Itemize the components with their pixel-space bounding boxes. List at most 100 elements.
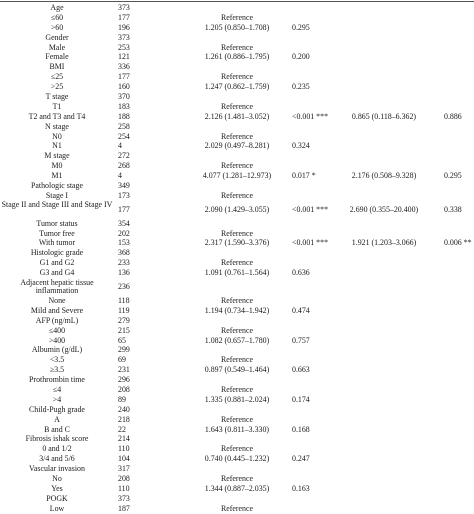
row-label: ≤60	[50, 12, 64, 22]
cell-n: 121	[118, 52, 130, 62]
cell-univariate-hr: 2.090 (1.429–3.055)	[204, 204, 270, 214]
cell-n: 279	[118, 315, 130, 325]
cell-n: 65	[118, 335, 126, 345]
row-label: None	[48, 295, 66, 305]
row-label: G1 and G2	[39, 258, 75, 268]
cell-univariate-hr: Reference	[221, 12, 253, 22]
cell-multivariate-hr: 1.921 (1.203–3.066)	[351, 238, 417, 248]
table-row: B and C 22 1.643 (0.811–3.330) 0.168	[0, 425, 474, 435]
cell-n: 268	[118, 161, 130, 171]
cell-n: 373	[118, 3, 130, 12]
cell-univariate-p: 0.174	[292, 394, 310, 404]
row-label: BMI	[49, 62, 65, 72]
cell-univariate-hr: Reference	[221, 258, 253, 268]
cell-n: 370	[118, 92, 130, 102]
cell-univariate-hr: 1.205 (0.850–1.708)	[204, 22, 270, 32]
row-label: Stage I	[45, 190, 69, 200]
cell-univariate-p: 0.017 *	[292, 171, 316, 181]
table-row: M stage 272	[0, 151, 474, 161]
cell-univariate-hr: 1.194 (0.734–1.942)	[204, 305, 270, 315]
cell-univariate-p: <0.001 ***	[292, 111, 329, 121]
table-row: A 218 Reference	[0, 415, 474, 425]
row-label: G3 and G4	[39, 268, 75, 278]
cell-n: 254	[118, 131, 130, 141]
cell-n: 296	[118, 375, 130, 385]
row-label: N0	[52, 131, 62, 141]
cell-multivariate-p: 0.338	[444, 204, 462, 214]
cell-multivariate-p: 0.006 **	[444, 238, 472, 248]
cell-univariate-hr: Reference	[221, 444, 253, 454]
cell-univariate-p: 0.295	[292, 22, 310, 32]
table-row: BMI 336	[0, 62, 474, 72]
table-row: Tumor free 202 Reference	[0, 229, 474, 239]
table-row: Male 253 Reference	[0, 43, 474, 53]
cell-n: 22	[118, 424, 126, 434]
cell-n: 177	[118, 12, 130, 22]
row-label: B and C	[44, 424, 70, 434]
table-row: Prothrombin time 296	[0, 375, 474, 385]
row-label: ≥3.5	[49, 365, 65, 375]
cell-n: 231	[118, 365, 130, 375]
table-row: Mild and Severe 119 1.194 (0.734–1.942) 0.4…	[0, 306, 474, 316]
cell-n: 272	[118, 151, 130, 161]
cell-n: 336	[118, 62, 130, 72]
cell-univariate-hr: 1.643 (0.811–3.330)	[204, 424, 270, 434]
table-row: T1 183 Reference	[0, 102, 474, 112]
cell-n: 349	[118, 181, 130, 191]
row-label: AFP (ng/mL)	[35, 315, 79, 325]
table-row: Fibrosis ishak score 214	[0, 434, 474, 444]
cell-univariate-hr: Reference	[221, 503, 253, 513]
table-row: >400 65 1.082 (0.657–1.780) 0.757	[0, 336, 474, 346]
table-row: T2 and T3 and T4 188 2.126 (1.481–3.052) <0…	[0, 112, 474, 122]
cell-n: 208	[118, 473, 130, 483]
cell-univariate-hr: 2.029 (0.497–8.281)	[204, 141, 270, 151]
table-row: Adjacent hepatic tissue inflammation 236	[0, 278, 474, 296]
row-label: N1	[52, 141, 62, 151]
cell-n: 240	[118, 404, 130, 414]
cell-n: 196	[118, 22, 130, 32]
row-label: >25	[50, 82, 64, 92]
table-row: 3/4 and 5/6 104 0.740 (0.445–1.232) 0.247	[0, 454, 474, 464]
cell-n: 233	[118, 258, 130, 268]
cell-n: 177	[118, 72, 130, 82]
cell-n: 4	[118, 171, 122, 181]
row-label: M1	[51, 171, 63, 181]
row-label: With tumor	[38, 238, 76, 248]
cell-n: 202	[118, 228, 130, 238]
cell-n: 215	[118, 325, 130, 335]
row-label: >60	[50, 22, 64, 32]
cell-multivariate-hr: 2.176 (0.508–9.328)	[351, 171, 417, 181]
cell-univariate-hr: 2.126 (1.481–3.052)	[204, 111, 270, 121]
row-label: 3/4 and 5/6	[39, 454, 75, 464]
row-label: 0 and 1/2	[42, 444, 72, 454]
row-label: ≤4	[52, 384, 62, 394]
cell-univariate-hr: Reference	[221, 161, 253, 171]
table-row: 0 and 1/2 110 Reference	[0, 444, 474, 454]
table-row: With tumor 153 2.317 (1.590–3.376) <0.001 *…	[0, 238, 474, 248]
table-row: >60 196 1.205 (0.850–1.708) 0.295	[0, 23, 474, 33]
table-row: Child-Pugh grade 240	[0, 405, 474, 415]
cell-univariate-hr: 2.317 (1.590–3.376)	[204, 238, 270, 248]
cell-univariate-hr: Reference	[221, 101, 253, 111]
cell-univariate-p: 0.163	[292, 483, 310, 493]
row-label: Female	[45, 52, 69, 62]
cell-univariate-hr: Reference	[221, 473, 253, 483]
cell-n: 253	[118, 42, 130, 52]
table-row: ≤4 208 Reference	[0, 385, 474, 395]
table-top-rule	[0, 1, 474, 2]
cell-univariate-hr: 1.335 (0.881–2.024)	[204, 394, 270, 404]
table-row: Stage II and Stage III and Stage IV 177 2.…	[0, 200, 474, 219]
table-row: G3 and G4 136 1.091 (0.761–1.564) 0.636	[0, 268, 474, 278]
row-label: ≤400	[48, 325, 66, 335]
row-label: T stage	[45, 92, 69, 102]
table-row: Age 373	[0, 3, 474, 13]
cell-univariate-p: 0.757	[292, 335, 310, 345]
table-row: N0 254 Reference	[0, 132, 474, 142]
table-row: Pathologic stage 349	[0, 181, 474, 191]
table-row: Tumor status 354	[0, 219, 474, 229]
cell-n: 354	[118, 218, 130, 228]
row-label: Age	[50, 3, 64, 12]
cell-multivariate-p: 0.886	[444, 111, 462, 121]
cell-n: 89	[118, 394, 126, 404]
cell-univariate-hr: 4.077 (1.281–12.973)	[202, 171, 272, 181]
